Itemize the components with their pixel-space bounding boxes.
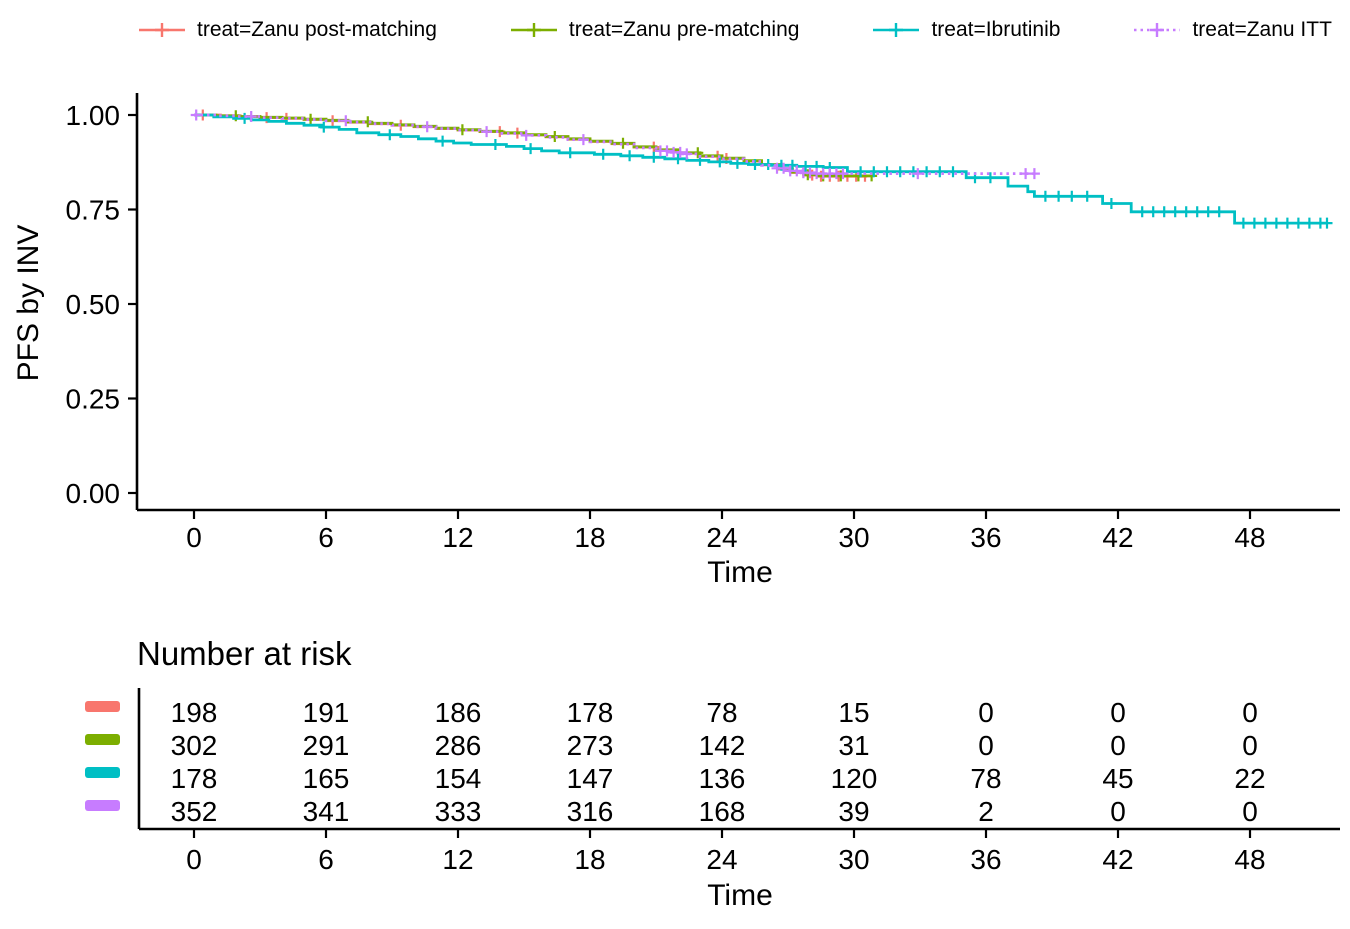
censor-marks-1 [197, 109, 871, 182]
risk-count: 186 [435, 697, 482, 728]
risk-count: 31 [838, 730, 869, 761]
risk-count: 154 [435, 763, 482, 794]
legend-label: treat=Ibrutinib [931, 18, 1061, 41]
risk-x-tick-label: 6 [318, 844, 334, 875]
x-tick-label: 42 [1102, 522, 1133, 553]
legend-item-2: treat=Zanu pre-matching [509, 16, 800, 44]
risk-x-tick-label: 48 [1234, 844, 1265, 875]
y-axis-title: PFS by INV [12, 225, 45, 382]
legend-label: treat=Zanu ITT [1192, 18, 1332, 41]
x-tick-label: 24 [706, 522, 737, 553]
x-axis-title: Time [707, 556, 773, 589]
risk-count: 333 [435, 796, 482, 827]
risk-table-row-3: 178 165 154 147 136 120 78 45 22 [85, 763, 1266, 794]
risk-count: 165 [303, 763, 350, 794]
x-tick-label: 48 [1234, 522, 1265, 553]
y-tick-label: 0.25 [66, 384, 121, 415]
risk-count: 136 [699, 763, 746, 794]
risk-count: 0 [1242, 730, 1258, 761]
risk-count: 0 [978, 730, 994, 761]
risk-count: 147 [567, 763, 614, 794]
risk-x-axis-title: Time [707, 879, 773, 912]
risk-row-color-swatch [85, 734, 120, 745]
risk-count: 0 [1110, 796, 1126, 827]
legend-item-4: treat=Zanu ITT [1132, 16, 1332, 44]
risk-count: 286 [435, 730, 482, 761]
risk-count: 78 [970, 763, 1001, 794]
x-tick-label: 12 [442, 522, 473, 553]
risk-count: 178 [567, 697, 614, 728]
risk-x-tick-label: 42 [1102, 844, 1133, 875]
risk-table-axes [137, 688, 1340, 831]
risk-table-row-4: 352 341 333 316 168 39 2 0 0 [85, 796, 1258, 827]
legend-key-icon [139, 23, 185, 37]
risk-table-row-1: 198 191 186 178 78 15 0 0 0 [85, 697, 1258, 728]
x-tick-label: 18 [574, 522, 605, 553]
risk-row-color-swatch [85, 800, 120, 811]
risk-count: 0 [1242, 697, 1258, 728]
risk-x-tick-label: 30 [838, 844, 869, 875]
risk-x-tick-label: 36 [970, 844, 1001, 875]
x-tick-label: 6 [318, 522, 334, 553]
x-tick-label: 36 [970, 522, 1001, 553]
risk-count: 302 [171, 730, 218, 761]
risk-count: 168 [699, 796, 746, 827]
legend-key-icon [510, 23, 557, 37]
risk-count: 0 [1242, 796, 1258, 827]
risk-count: 45 [1102, 763, 1133, 794]
risk-x-tick-label: 0 [186, 844, 202, 875]
plot-legend: treat=Zanu post-matching treat=Zanu pre-m… [0, 12, 1350, 48]
risk-count: 0 [978, 697, 994, 728]
risk-table-title: Number at risk [137, 635, 352, 672]
legend-item-3: treat=Ibrutinib [871, 16, 1060, 44]
censor-marks-3 [239, 112, 1333, 229]
legend-key-icon [873, 23, 920, 37]
risk-count: 0 [1110, 730, 1126, 761]
risk-count: 120 [831, 763, 878, 794]
risk-table-row-2: 302 291 286 273 142 31 0 0 0 [85, 730, 1258, 761]
y-tick-label: 0.75 [66, 195, 121, 226]
risk-x-tick-label: 24 [706, 844, 737, 875]
risk-count: 39 [838, 796, 869, 827]
risk-count: 15 [838, 697, 869, 728]
risk-count: 273 [567, 730, 614, 761]
risk-count: 291 [303, 730, 350, 761]
risk-count: 198 [171, 697, 218, 728]
risk-count: 0 [1110, 697, 1126, 728]
censor-marks-4 [190, 109, 1040, 180]
risk-count: 341 [303, 796, 350, 827]
risk-row-color-swatch [85, 767, 120, 778]
risk-count: 178 [171, 763, 218, 794]
survival-curve-3 [194, 113, 1327, 225]
risk-row-color-swatch [85, 701, 120, 712]
survival-curves [190, 109, 1333, 229]
risk-x-axis-ticks: 0 6 12 18 24 30 36 42 48 [186, 829, 1266, 875]
x-tick-label: 30 [838, 522, 869, 553]
y-tick-label: 0.00 [66, 478, 121, 509]
x-axis-ticks: 0 6 12 18 24 30 36 42 48 [186, 510, 1266, 553]
legend-key-icon [1134, 23, 1181, 37]
survival-curve-4 [194, 113, 1037, 175]
legend-item-1: treat=Zanu post-matching [137, 16, 437, 44]
risk-count: 142 [699, 730, 746, 761]
y-axis-ticks: 0.00 0.25 0.50 0.75 1.00 [66, 100, 137, 509]
legend-label: treat=Zanu post-matching [197, 18, 437, 41]
risk-count: 2 [978, 796, 994, 827]
legend-label: treat=Zanu pre-matching [568, 18, 800, 41]
risk-count: 22 [1234, 763, 1265, 794]
risk-count: 78 [706, 697, 737, 728]
risk-count: 352 [171, 796, 218, 827]
y-tick-label: 0.50 [66, 289, 121, 320]
risk-x-tick-label: 18 [574, 844, 605, 875]
y-tick-label: 1.00 [66, 100, 121, 131]
x-tick-label: 0 [186, 522, 202, 553]
risk-count: 316 [567, 796, 614, 827]
plot-axes [135, 93, 1340, 512]
risk-count: 191 [303, 697, 350, 728]
risk-x-tick-label: 12 [442, 844, 473, 875]
